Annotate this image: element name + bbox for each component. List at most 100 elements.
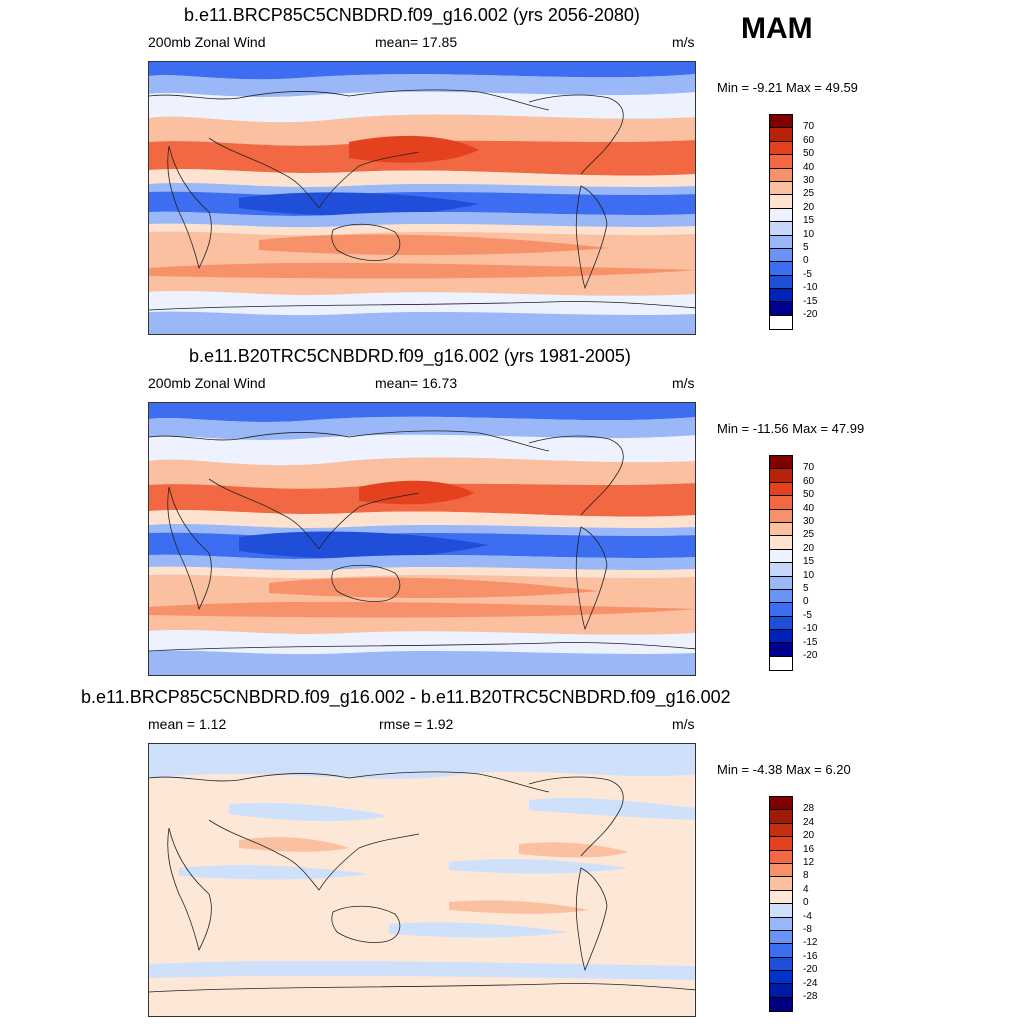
coast-north-america <box>528 94 624 175</box>
coast-antarctica <box>149 642 695 652</box>
colorbar-tick-label: 70 <box>803 121 815 133</box>
colorbar-tick-label: -10 <box>803 623 818 635</box>
colorbar-tick-label: 4 <box>803 883 809 895</box>
coast-australia <box>331 564 401 602</box>
colorbar-tick-label: 0 <box>803 596 809 608</box>
colorbar-tick-label: 8 <box>803 870 809 882</box>
field-band-tropics-north <box>149 183 695 196</box>
colorbar-swatch <box>770 850 792 864</box>
colorbar-tick-label: 0 <box>803 897 809 909</box>
colorbar-swatch <box>770 656 792 671</box>
colorbar-swatch <box>770 469 792 483</box>
field-band-subtropics-south <box>149 566 695 579</box>
field-band-subtropics-north <box>149 510 695 528</box>
field-band-polar-south <box>149 650 695 675</box>
colorbar-tick-label: -15 <box>803 636 818 648</box>
colorbar-swatch <box>770 141 792 156</box>
colorbar-tick-label: 60 <box>803 134 815 146</box>
colorbar-tick-label: -16 <box>803 950 818 962</box>
panel-historical-colorbar: 70 60 50 40 30 25 20 15 10 5 0 -5 -10 -15 -20 <box>769 455 817 672</box>
field-band-easterly-core <box>239 192 479 216</box>
coast-eurasia-north <box>149 89 550 111</box>
coast-africa <box>167 145 212 270</box>
field-band-subpolar-south <box>149 291 695 316</box>
colorbar-swatch <box>770 168 792 182</box>
colorbar-tick-label: 20 <box>803 830 815 842</box>
colorbar-tick-label: -5 <box>803 609 812 621</box>
colorbar-swatch <box>770 616 792 631</box>
colorbar-tick-label: -20 <box>803 309 818 320</box>
field-band-mid-north <box>149 91 695 123</box>
diff-negative-atlantic <box>529 797 695 820</box>
colorbar-swatch <box>770 930 792 945</box>
panel-difference-title: b.e11.BRCP85C5CNBDRD.f09_g16.002 - b.e11… <box>81 687 731 707</box>
colorbar-tick-label: 30 <box>803 175 815 186</box>
colorbar-tick-label: -20 <box>803 650 818 661</box>
panel-future-mean-label: mean= 17.85 <box>375 34 458 50</box>
panel-historical-units-label: m/s <box>672 375 695 391</box>
field-band-jet-core-asia <box>349 135 479 163</box>
colorbar-tick-label: 10 <box>803 569 815 581</box>
panel-historical-minmax: Min = -11.56 Max = 47.99 <box>717 421 865 436</box>
coast-eurasia-south <box>208 137 420 209</box>
colorbar-tick-label: 15 <box>803 215 815 227</box>
colorbar-tick-label: 12 <box>803 857 815 868</box>
colorbar-swatch <box>770 536 792 550</box>
colorbar-tick-label: 50 <box>803 148 815 160</box>
field-band-high-north <box>149 403 695 422</box>
colorbar-tick-label: 60 <box>803 475 815 487</box>
colorbar-swatch <box>770 181 792 196</box>
coast-australia <box>331 223 401 261</box>
colorbar-swatch <box>770 155 792 169</box>
colorbar-tick-label: 25 <box>803 529 815 541</box>
diff-negative-arctic <box>149 744 695 779</box>
panel-historical-map <box>148 402 696 676</box>
colorbar-swatch <box>770 549 792 564</box>
field-band-southern-jet-1 <box>259 234 609 255</box>
colorbar-tick-label: 5 <box>803 583 809 594</box>
panel-future-units-label: m/s <box>672 34 695 50</box>
field-band-subtropics-north <box>149 169 695 187</box>
field-band-north <box>149 416 695 440</box>
coast-north-america <box>528 435 624 516</box>
colorbar-swatch <box>770 877 792 891</box>
coast-australia <box>331 905 401 943</box>
colorbar-tick-label: 24 <box>803 816 815 828</box>
colorbar-swatch <box>770 957 792 972</box>
colorbar-tick-label: 30 <box>803 516 815 527</box>
diff-positive-americas <box>519 842 629 858</box>
colorbar-swatch <box>770 944 792 958</box>
diff-positive-asia <box>239 837 349 852</box>
diff-negative-antarctic <box>149 960 695 980</box>
colorbar-tick-label: 16 <box>803 843 815 855</box>
panel-future-minmax: Min = -9.21 Max = 49.59 <box>717 80 858 95</box>
colorbar-swatch <box>770 837 792 851</box>
colorbar-swatches <box>769 114 793 331</box>
zonal-wind-field <box>149 62 695 334</box>
panel-historical-title: b.e11.B20TRC5CNBDRD.f09_g16.002 (yrs 198… <box>189 346 631 366</box>
colorbar-tick-label: -5 <box>803 268 812 280</box>
colorbar-tick-label: 40 <box>803 161 815 173</box>
colorbar-tick-label: -28 <box>803 991 818 1002</box>
season-label: MAM <box>741 12 813 45</box>
colorbar-swatch <box>770 522 792 537</box>
panel-historical-mean-label: mean= 16.73 <box>375 375 458 391</box>
diff-positive-south-pacific <box>449 900 589 914</box>
colorbar-swatch <box>770 917 792 931</box>
zonal-wind-field <box>149 403 695 675</box>
colorbar-tick-label: -15 <box>803 295 818 307</box>
field-band-easterly-core <box>239 531 489 559</box>
colorbar-swatch <box>770 195 792 209</box>
colorbar-tick-label: 20 <box>803 542 815 554</box>
field-band-mid-north <box>149 434 695 466</box>
colorbar-tick-label: -4 <box>803 910 812 922</box>
field-band-jet-edge-north <box>149 457 695 489</box>
colorbar-swatch <box>770 482 792 497</box>
colorbar-tick-label: 5 <box>803 242 809 253</box>
colorbar-swatch <box>770 315 792 330</box>
difference-field <box>149 744 695 980</box>
panel-difference-colorbar: 28 24 20 16 12 8 4 0 -4 -8 -12 -16 -20 -24 -28 <box>769 796 817 1013</box>
panel-difference-rmse-label: rmse = 1.92 <box>379 716 454 732</box>
panel-historical-variable-label: 200mb Zonal Wind <box>148 375 266 391</box>
panel-future-title: b.e11.BRCP85C5CNBDRD.f09_g16.002 (yrs 20… <box>184 5 640 25</box>
